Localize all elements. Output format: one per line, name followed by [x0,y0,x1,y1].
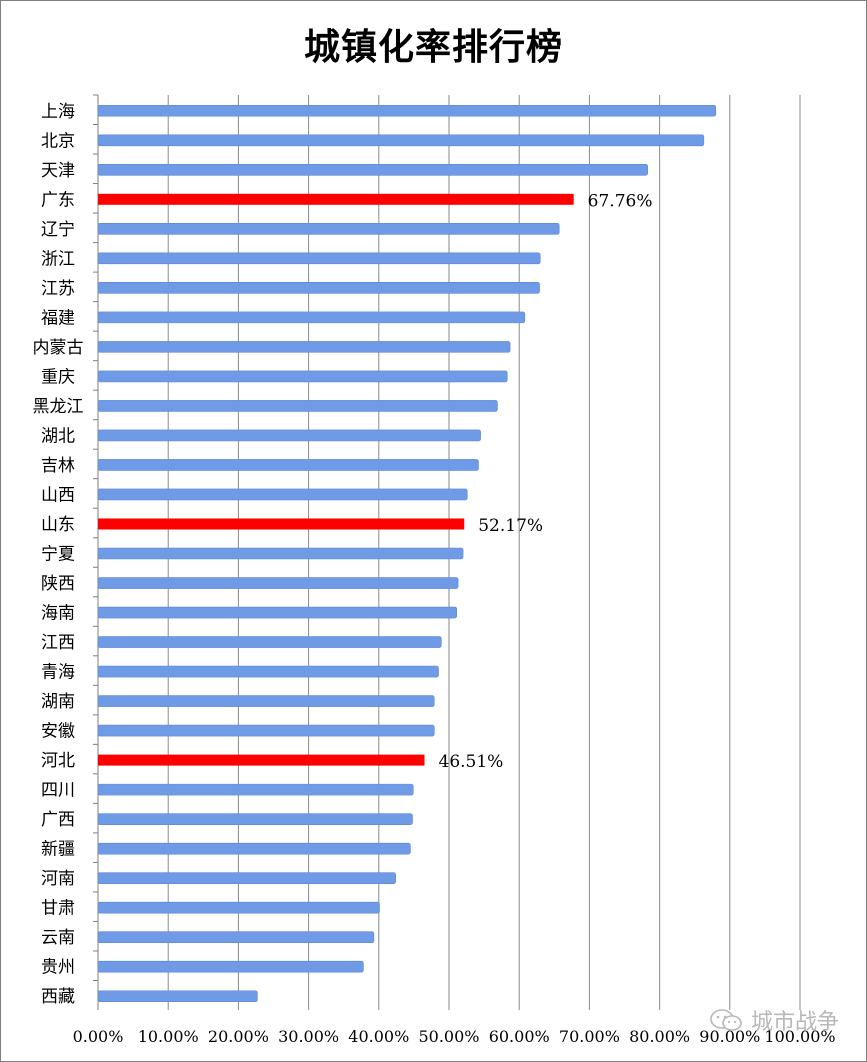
category-label: 江苏 [41,279,75,299]
bar-highlighted [98,518,465,530]
bar-highlighted [98,754,425,766]
x-tick-label: 90.00% [699,1027,760,1046]
bar [97,577,459,589]
data-label: 52.17% [478,516,543,536]
x-tick-label: 70.00% [559,1027,620,1046]
category-label: 海南 [41,604,75,624]
wechat-icon [710,1009,742,1031]
category-label: 新疆 [41,840,75,860]
bar [97,724,435,737]
data-label: 46.51% [439,752,504,772]
category-label: 江西 [41,633,75,653]
bar [97,311,526,324]
category-label: 青海 [41,663,75,683]
bar [97,665,439,678]
bar [97,163,648,176]
bar [97,872,396,884]
data-label: 67.76% [588,191,653,211]
category-label: 山东 [41,515,75,535]
bar [97,606,458,619]
category-label: 浙江 [41,249,75,269]
category-label: 北京 [41,131,75,151]
bar [97,252,541,265]
bar [97,547,464,560]
category-label: 河北 [41,751,75,771]
bar-highlighted [98,193,574,205]
bar [97,104,717,117]
category-label: 贵州 [41,958,75,978]
x-tick-label: 50.00% [418,1027,479,1046]
chart-title: 城镇化率排行榜 [303,26,563,68]
bar [97,459,479,471]
x-tick-label: 40.00% [348,1027,409,1046]
category-label: 宁夏 [41,545,75,565]
category-label: 吉林 [41,456,75,476]
category-label: 湖北 [41,426,75,446]
bar [97,282,540,294]
bar [97,370,508,383]
category-label: 内蒙古 [33,338,84,358]
category-label: 福建 [41,308,75,328]
bar [97,813,413,825]
category-label: 西藏 [41,987,75,1007]
category-label: 广西 [41,810,75,830]
bar [97,842,411,855]
bar [97,429,481,442]
bar [97,990,258,1003]
watermark-text: 城市战争 [750,1010,839,1035]
category-label: 黑龙江 [33,397,84,417]
category-label: 安徽 [41,722,75,742]
category-label: 河南 [41,869,75,889]
category-label: 四川 [41,781,75,801]
bar [97,783,414,796]
bar [97,931,375,944]
x-tick-label: 20.00% [208,1027,269,1046]
category-label: 重庆 [41,367,75,387]
watermark: 城市战争 [709,1004,839,1036]
category-label: 山西 [41,485,75,505]
bar [97,223,560,235]
x-tick-label: 100.00% [764,1027,835,1046]
x-tick-label: 10.00% [138,1027,199,1046]
category-label: 上海 [41,102,75,122]
bar [97,341,511,353]
bar [97,695,435,707]
category-label: 湖南 [41,692,75,712]
x-tick-label: 30.00% [278,1027,339,1046]
bar [97,488,468,501]
bar [97,960,364,973]
bar [97,134,705,147]
category-label: 甘肃 [41,899,75,919]
bar [97,636,442,648]
category-label: 辽宁 [41,220,75,240]
category-label: 天津 [41,161,75,181]
category-label: 云南 [41,928,75,948]
bar [97,400,498,412]
bar [97,901,380,914]
category-label: 广东 [41,190,75,210]
x-tick-label: 0.00% [73,1027,124,1046]
x-tick-label: 80.00% [629,1027,690,1046]
x-tick-label: 60.00% [489,1027,550,1046]
category-label: 陕西 [41,574,75,594]
